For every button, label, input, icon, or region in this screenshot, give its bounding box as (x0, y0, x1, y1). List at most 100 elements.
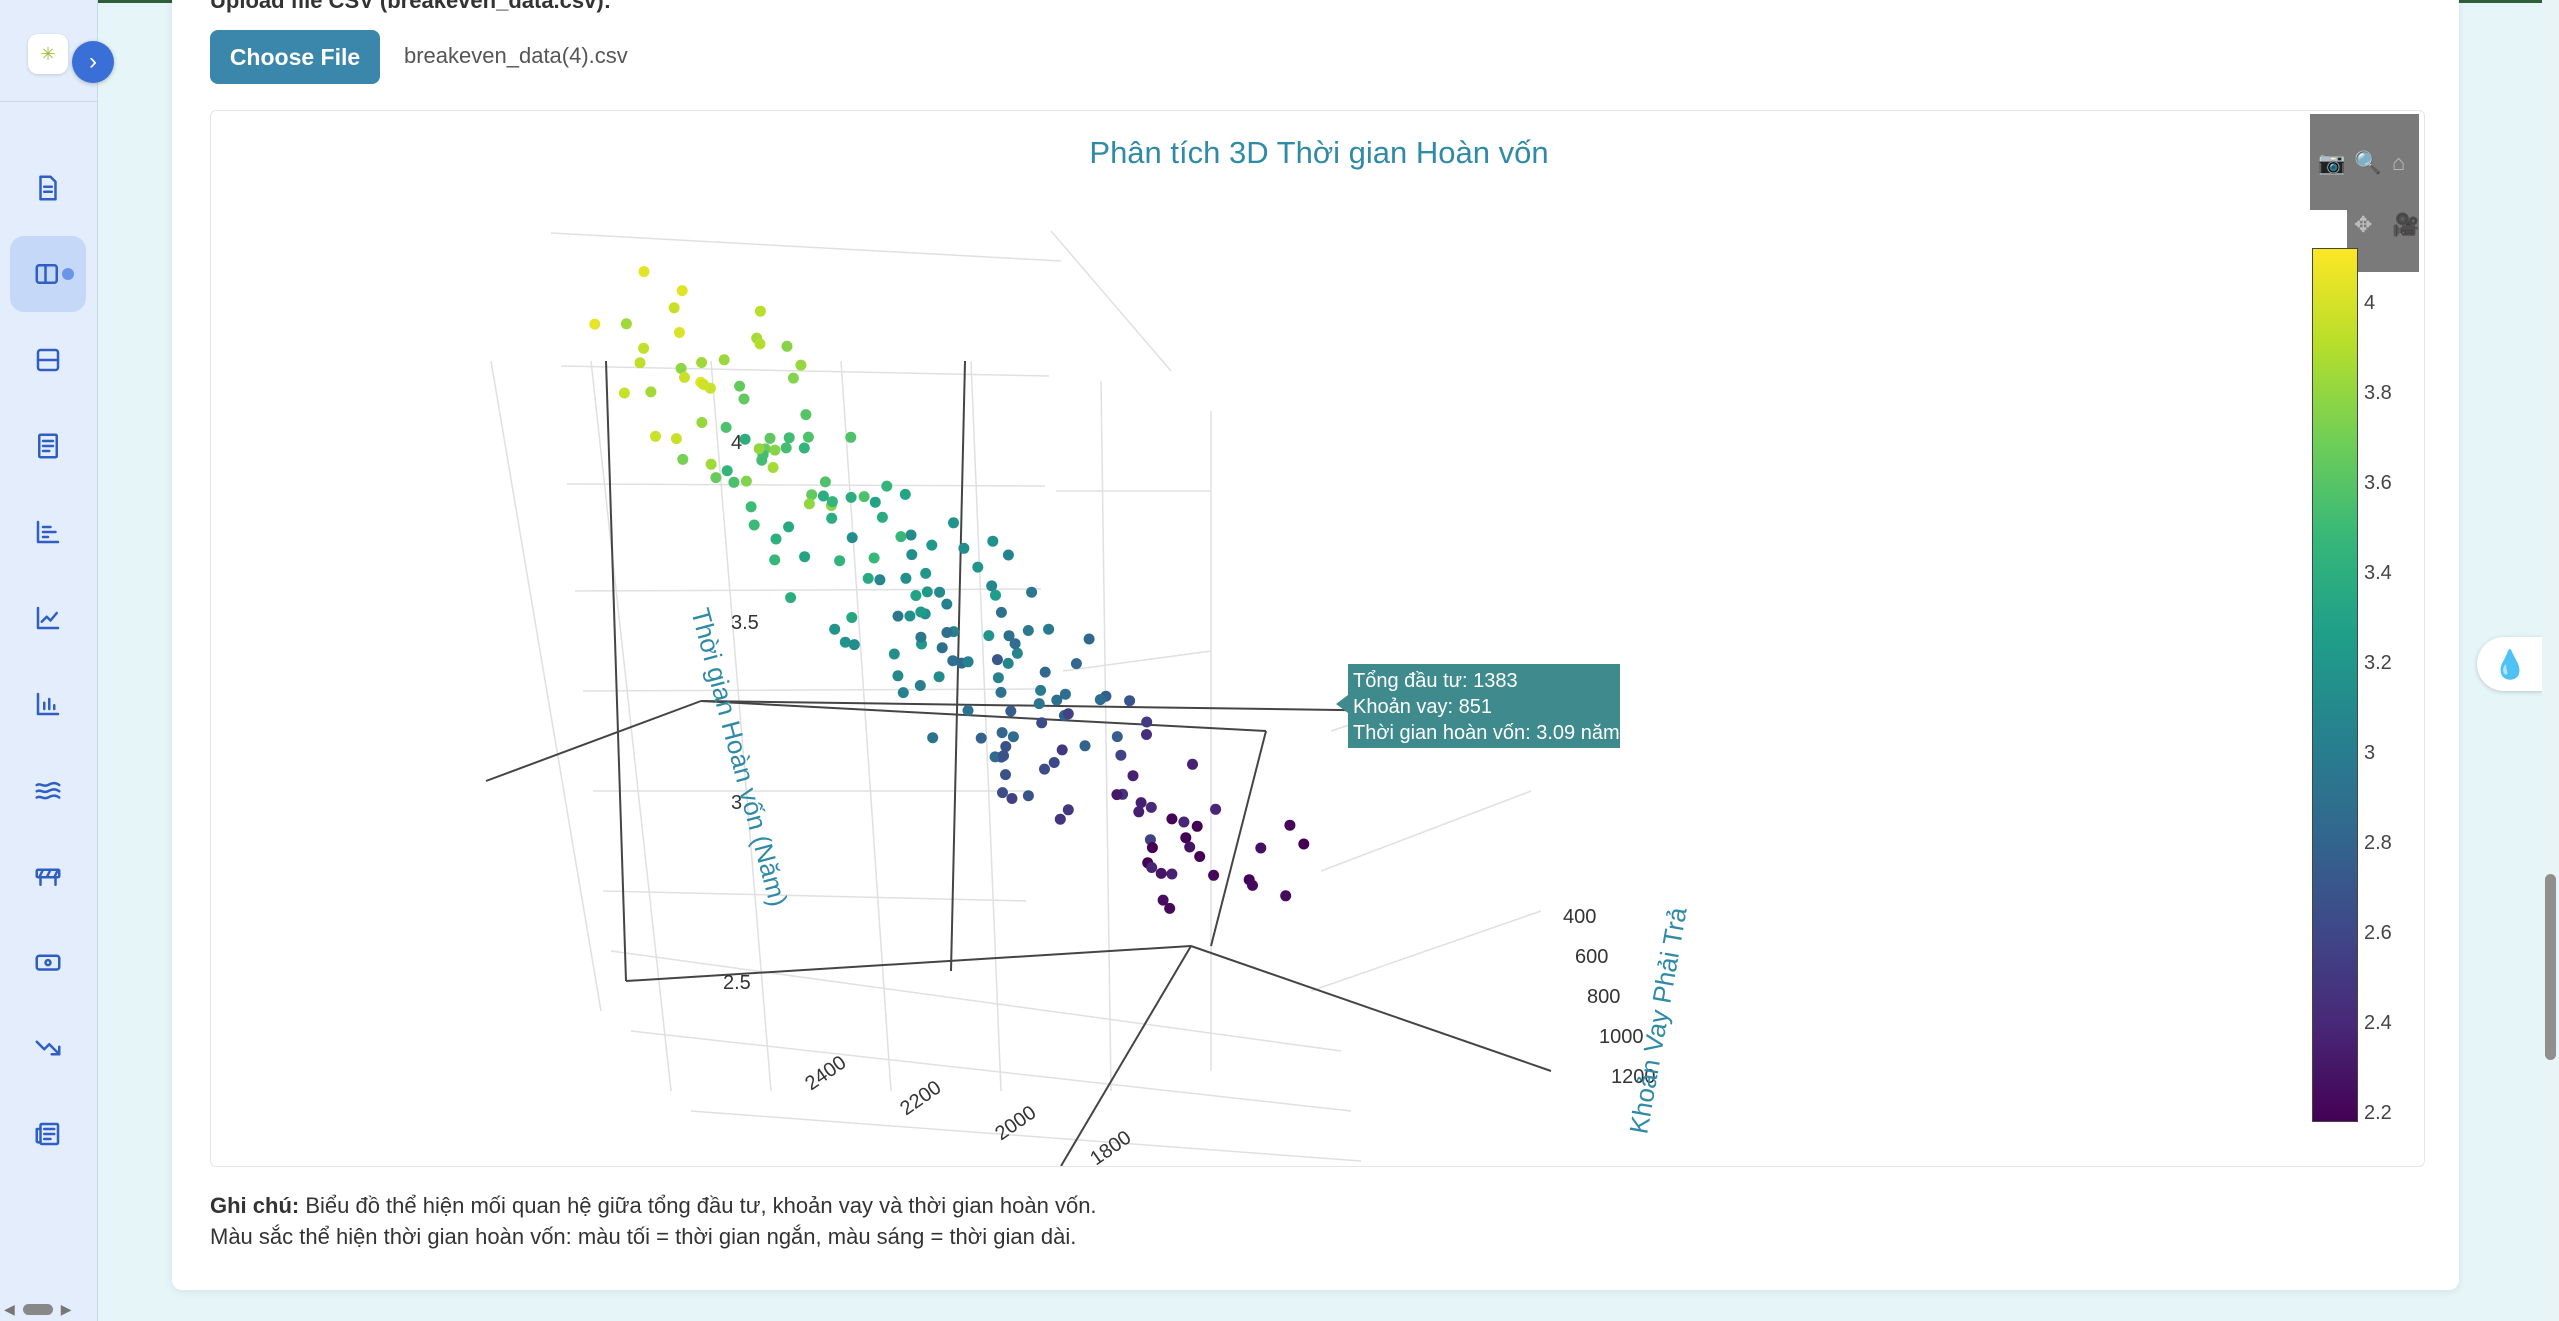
sidebar-item-bar-chart[interactable] (10, 494, 86, 570)
data-point (638, 266, 650, 278)
sidebar-item-newspaper[interactable] (10, 1096, 86, 1172)
document-icon (39, 175, 57, 201)
axis-line (1190, 945, 1552, 1072)
floating-assistant-button[interactable]: 💧 (2477, 637, 2543, 691)
data-point (800, 409, 812, 421)
colorbar-tick-label: 4 (2364, 292, 2376, 314)
sidebar-item-money[interactable] (10, 924, 86, 1000)
data-point (997, 787, 1008, 799)
home-icon[interactable]: ⌂ (2392, 150, 2406, 175)
data-point (720, 421, 732, 433)
colorbar-tick-label: 2.2 (2364, 1102, 2392, 1124)
gridline (566, 483, 1046, 487)
data-point (995, 606, 1007, 618)
data-point (1039, 763, 1050, 775)
data-point (934, 586, 946, 598)
app-logo-icon[interactable]: ✳ (28, 34, 68, 74)
colorbar (2312, 248, 2358, 1122)
data-point (787, 372, 799, 384)
sidebar-item-trend-down[interactable] (10, 1010, 86, 1086)
data-point (895, 531, 907, 543)
data-point (1115, 749, 1127, 761)
split-panel-icon (35, 264, 58, 284)
data-point (1135, 797, 1147, 809)
y-tick-label: 600 (1575, 946, 1608, 968)
data-point (1000, 741, 1012, 752)
data-point (915, 631, 927, 643)
data-point (926, 539, 938, 551)
data-point (1247, 879, 1258, 891)
data-point (914, 680, 926, 691)
data-point (1079, 740, 1091, 752)
data-point (673, 327, 685, 338)
gridline (1310, 910, 1542, 992)
page-scrollbar-thumb[interactable] (2545, 874, 2556, 1060)
chevron-right-icon: › (89, 48, 97, 75)
scroll-thumb[interactable] (22, 1303, 53, 1315)
sidebar-item-line-chart[interactable] (10, 580, 86, 656)
data-point (947, 655, 959, 667)
choose-file-button[interactable]: Choose File (210, 30, 380, 84)
sidebar-expand-button[interactable]: › (72, 41, 114, 83)
axis-line (625, 945, 1192, 982)
sidebar-item-waves[interactable] (10, 752, 86, 828)
newspaper-icon (35, 1122, 60, 1146)
sidebar-item-split-view[interactable] (10, 236, 86, 312)
data-point (998, 750, 1009, 762)
data-point (1051, 694, 1063, 706)
scroll-right-icon[interactable]: ▶ (60, 1300, 72, 1317)
camera-icon[interactable]: 📷 (2318, 150, 2346, 175)
data-point (972, 561, 984, 573)
sidebar-item-barrier[interactable] (10, 838, 86, 914)
y-axis-ticks: 400 600 800 1000 1200 (1563, 906, 1656, 1088)
data-point (1062, 708, 1074, 720)
data-point (748, 519, 760, 531)
sidebar-item-document[interactable] (10, 150, 86, 226)
column-chart-icon (36, 692, 60, 716)
page-scrollbar-track[interactable] (2542, 0, 2559, 1321)
data-point (1035, 684, 1047, 696)
colorbar-tick-label: 3.4 (2364, 562, 2392, 584)
scatter-3d-chart[interactable]: Phân tích 3D Thời gian Hoàn vốn 4 3.5 3 2.5… (211, 111, 2424, 1166)
tooltip-total-investment: Tổng đầu tư: 1383 (1353, 670, 1518, 692)
gridline (710, 360, 772, 1092)
pan-icon[interactable]: ✥ (2354, 212, 2373, 237)
gridline (582, 688, 1036, 692)
data-point (899, 488, 911, 500)
data-point (1036, 717, 1048, 729)
data-point (1094, 694, 1106, 706)
money-icon (35, 954, 61, 971)
data-point (990, 589, 1001, 601)
colorbar-tick-label: 2.4 (2364, 1012, 2392, 1034)
z-tick-label: 4 (731, 432, 742, 454)
data-point (739, 433, 751, 445)
sidebar-horizontal-scrollbar[interactable]: ◀ ▶ (4, 1301, 92, 1317)
data-point (1133, 806, 1145, 818)
data-point (769, 444, 781, 456)
data-point (1210, 803, 1222, 815)
data-point (888, 648, 900, 660)
data-point (754, 305, 766, 317)
data-point (740, 475, 752, 487)
scroll-left-icon[interactable]: ◀ (4, 1300, 15, 1317)
sidebar-item-report[interactable] (10, 408, 86, 484)
droplet-icon: 💧 (2492, 648, 2528, 680)
data-point (721, 465, 733, 477)
data-point (1111, 789, 1123, 801)
data-point (1033, 698, 1045, 710)
note-line-1: Biểu đồ thể hiện mối quan hệ giữa tổng đ… (299, 1193, 1097, 1218)
data-point (839, 636, 851, 648)
sidebar-item-layout[interactable] (10, 322, 86, 398)
zoom-icon[interactable]: 🔍 (2354, 150, 2382, 175)
plot-container[interactable]: Phân tích 3D Thời gian Hoàn vốn 4 3.5 3 2.5… (210, 110, 2425, 1167)
data-point (589, 318, 601, 330)
colorbar-tick-label: 3 (2364, 742, 2376, 764)
video-camera-icon[interactable]: 🎥 (2392, 212, 2420, 237)
data-point (718, 354, 730, 366)
colorbar-tick-label: 3.6 (2364, 472, 2392, 494)
plot-modebar: 📷 🔍 ⌂ ✥ 🎥 (2310, 114, 2419, 272)
data-point (696, 417, 708, 428)
sidebar-item-column-chart[interactable] (10, 666, 86, 742)
x-tick-label: 1800 (1086, 1127, 1135, 1166)
modebar-row-1 (2310, 114, 2419, 210)
